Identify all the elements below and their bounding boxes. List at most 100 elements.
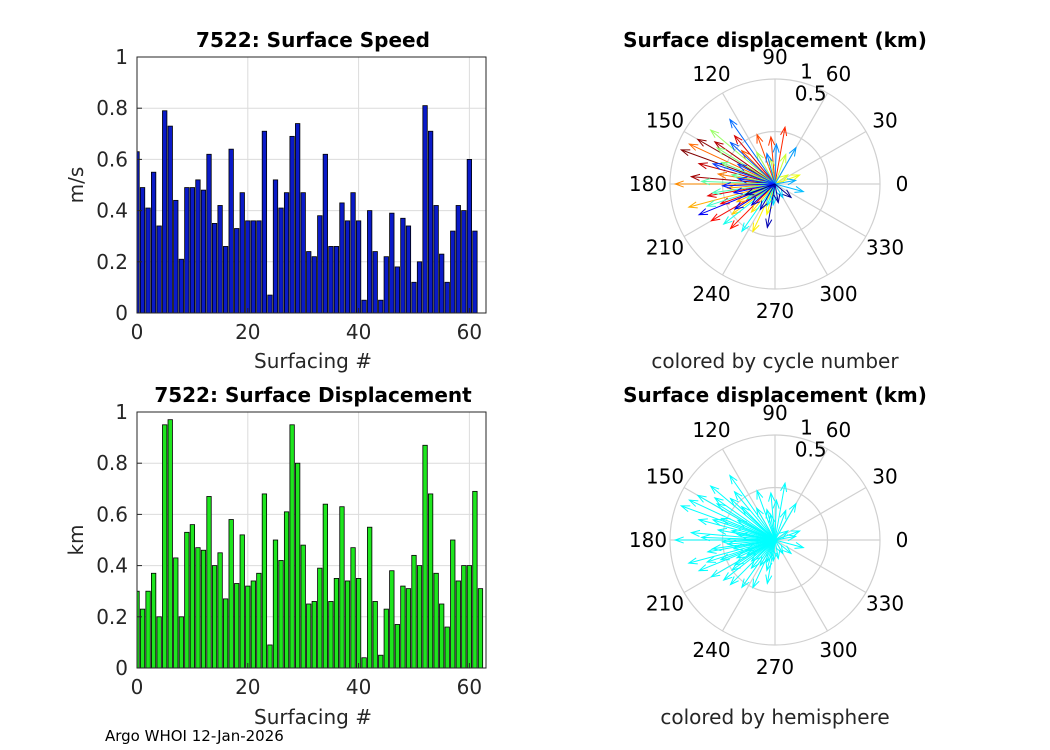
vector-head [759,556,768,567]
bar [167,125,173,314]
vector [714,497,776,541]
vector [752,183,776,232]
vector-head [715,503,727,512]
vector-head [733,490,743,501]
vector [689,499,776,541]
bar [245,585,251,669]
y-axis-label: m/s [64,167,88,204]
spoke [774,486,867,541]
bar [300,192,306,314]
y-axis-label: km [64,524,88,555]
angle-label: 330 [866,592,904,616]
bar [317,567,323,669]
surface-displacement-chart: 7522: Surface Displacement 0 0.2 0.4 0.6 0.8… [64,383,487,729]
vector [774,535,796,541]
vector-head [709,485,720,495]
vector-head [673,536,684,544]
bar [477,588,484,669]
vector [774,500,777,541]
vector [722,183,776,187]
vector [774,179,796,185]
vector [741,539,776,588]
angle-label: 90 [762,401,787,425]
vector [756,507,776,541]
bar [416,261,423,314]
bar [289,135,295,314]
polar-grid: 0 30 60 90 120 150 180 210 240 270 300 330 0.51 [629,401,908,679]
vector [770,136,776,185]
bar [344,580,351,669]
vector-head [705,200,717,207]
angle-label: 240 [692,282,730,306]
vector-head [765,152,773,163]
angle-label: 150 [646,465,684,489]
bar [472,230,478,314]
angle-label: 210 [646,236,684,260]
x-axis-label: Surfacing # [254,349,372,373]
bar [156,616,162,669]
bar [267,294,273,314]
bar [189,187,196,314]
vector-head [779,174,790,183]
spoke [774,539,867,594]
y-tick-label: 0.4 [96,199,128,223]
vector-head [790,530,802,538]
vector [729,475,776,541]
vector-head [716,527,728,535]
vector-head [679,149,691,157]
vector [750,183,776,213]
vector-head [736,519,747,528]
bar [151,572,157,669]
vector-head [709,129,720,139]
vector [712,183,776,194]
compass-caption: colored by hemisphere [660,705,889,729]
bar [416,565,423,669]
bar [378,299,384,314]
bar [289,424,295,669]
bar [261,493,268,669]
bar [317,215,323,314]
bars [136,105,478,314]
spoke [774,183,829,276]
vector-head [737,532,748,540]
vector-head [768,135,776,146]
vector-head [705,556,717,563]
vector [774,183,804,193]
angle-label: 120 [692,62,730,86]
bar [433,205,439,314]
vector-head [766,552,774,564]
bar [173,557,179,669]
bar [228,148,234,314]
vector-head [775,544,784,555]
axis-ticks: 0 0.2 0.4 0.6 0.8 1 0 20 40 60 [96,45,482,344]
vector [759,539,776,566]
vector-head [730,173,741,181]
bar [367,210,373,314]
compass-by-hemisphere: Surface displacement (km) 0 30 60 90 120 150 1… [623,383,927,729]
bar [145,590,151,669]
angle-label: 270 [756,655,794,679]
angle-label: 30 [872,109,897,133]
bar [206,153,212,314]
bar [322,153,328,314]
vector-head [740,505,750,515]
vector [721,517,776,541]
angle-label: 330 [866,236,904,260]
bar [400,585,406,669]
vector-head [756,489,764,500]
vector [751,539,776,562]
vector [774,539,792,554]
vector [681,149,776,185]
bar [306,603,312,669]
bar [200,549,207,669]
vector [774,174,789,185]
bar [167,419,173,669]
surface-speed-chart: 7522: Surface Speed 0 0.2 0.4 0.6 0.8 1 0 20 40 6… [64,28,487,373]
vector [730,539,776,585]
vector-head [713,141,724,150]
bar [195,179,201,314]
bars [136,419,484,669]
vector-head [730,529,741,537]
bar [272,539,279,669]
vector [751,183,776,206]
